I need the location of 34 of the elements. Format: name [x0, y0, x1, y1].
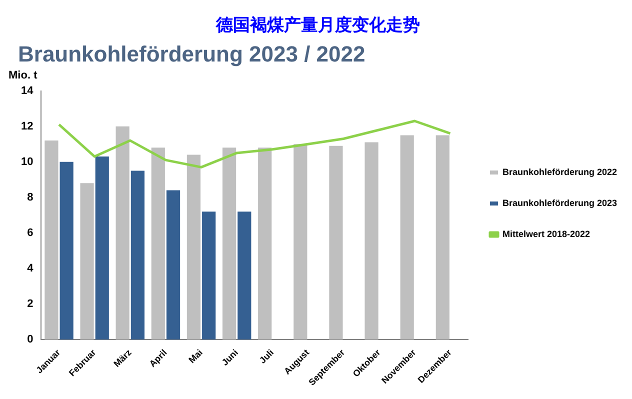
legend-label: Mittelwert 2018-2022 — [502, 228, 590, 239]
bar — [258, 148, 272, 340]
y-axis-title: Mio. t — [8, 69, 38, 82]
bar — [60, 162, 74, 340]
bar — [294, 144, 308, 340]
y-tick-label: 0 — [27, 334, 34, 346]
y-tick-label: 4 — [27, 262, 34, 274]
legend-label: Braunkohleförderung 2022 — [502, 166, 618, 177]
bar — [222, 148, 236, 340]
y-tick-label: 8 — [27, 191, 34, 204]
bar — [329, 146, 343, 340]
bar — [80, 183, 94, 340]
y-tick-label: 6 — [27, 226, 34, 239]
bar — [166, 190, 180, 340]
bar — [44, 140, 58, 340]
bar — [95, 156, 109, 340]
y-tick-label: 14 — [20, 84, 34, 97]
bar — [202, 212, 216, 340]
chart-title: 德国褐煤产量月度变化走势 — [215, 16, 420, 36]
bar — [436, 135, 450, 340]
bar — [238, 212, 252, 340]
bar — [400, 135, 414, 340]
x-tick-label: Mai — [186, 347, 204, 366]
y-tick-label: 10 — [20, 156, 34, 168]
y-tick-label: 2 — [27, 298, 34, 310]
legend-label: Braunkohleförderung 2023 — [502, 198, 618, 208]
x-tick-label: Juli — [258, 347, 276, 366]
bar — [151, 148, 165, 340]
y-tick-label: 12 — [20, 120, 34, 132]
bar — [116, 126, 130, 340]
chart-subtitle: Braunkohleförderung 2023 / 2022 — [18, 42, 366, 67]
bar — [186, 154, 201, 340]
bar — [130, 170, 145, 340]
bar — [364, 142, 378, 340]
